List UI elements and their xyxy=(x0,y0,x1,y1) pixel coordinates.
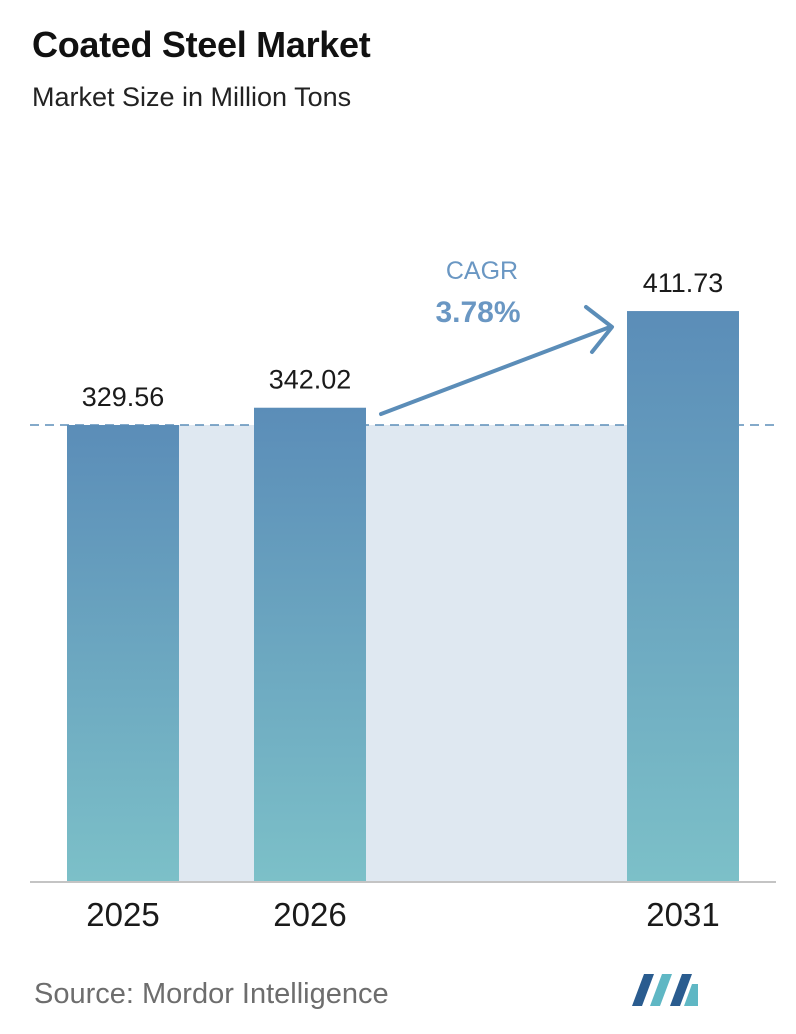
value-label-2025: 329.56 xyxy=(82,382,165,412)
x-tick-label-2031: 2031 xyxy=(646,896,719,933)
reference-band xyxy=(123,425,683,882)
x-tick-label-2026: 2026 xyxy=(273,896,346,933)
bar-2031 xyxy=(627,311,739,883)
cagr-label: CAGR xyxy=(446,257,518,285)
cagr-value: 3.78% xyxy=(435,296,520,329)
value-label-2026: 342.02 xyxy=(269,365,352,395)
cagr-arrow xyxy=(379,305,614,416)
chart-title: Coated Steel Market xyxy=(32,24,371,65)
bar-2026 xyxy=(254,407,366,882)
x-tick-label-2025: 2025 xyxy=(86,896,159,933)
cagr-arrow-shaft xyxy=(379,325,612,416)
mordor-intelligence-logo-icon xyxy=(632,974,698,1006)
bar-2025 xyxy=(67,425,179,882)
chart-subtitle: Market Size in Million Tons xyxy=(32,82,352,112)
bar-chart: 329.56 2025 342.02 2026 411.73 2031 CAGR 3.78… xyxy=(30,257,780,933)
value-label-2031: 411.73 xyxy=(643,268,724,298)
source-text: Source: Mordor Intelligence xyxy=(34,978,389,1010)
cagr-arrow-head xyxy=(584,305,614,354)
